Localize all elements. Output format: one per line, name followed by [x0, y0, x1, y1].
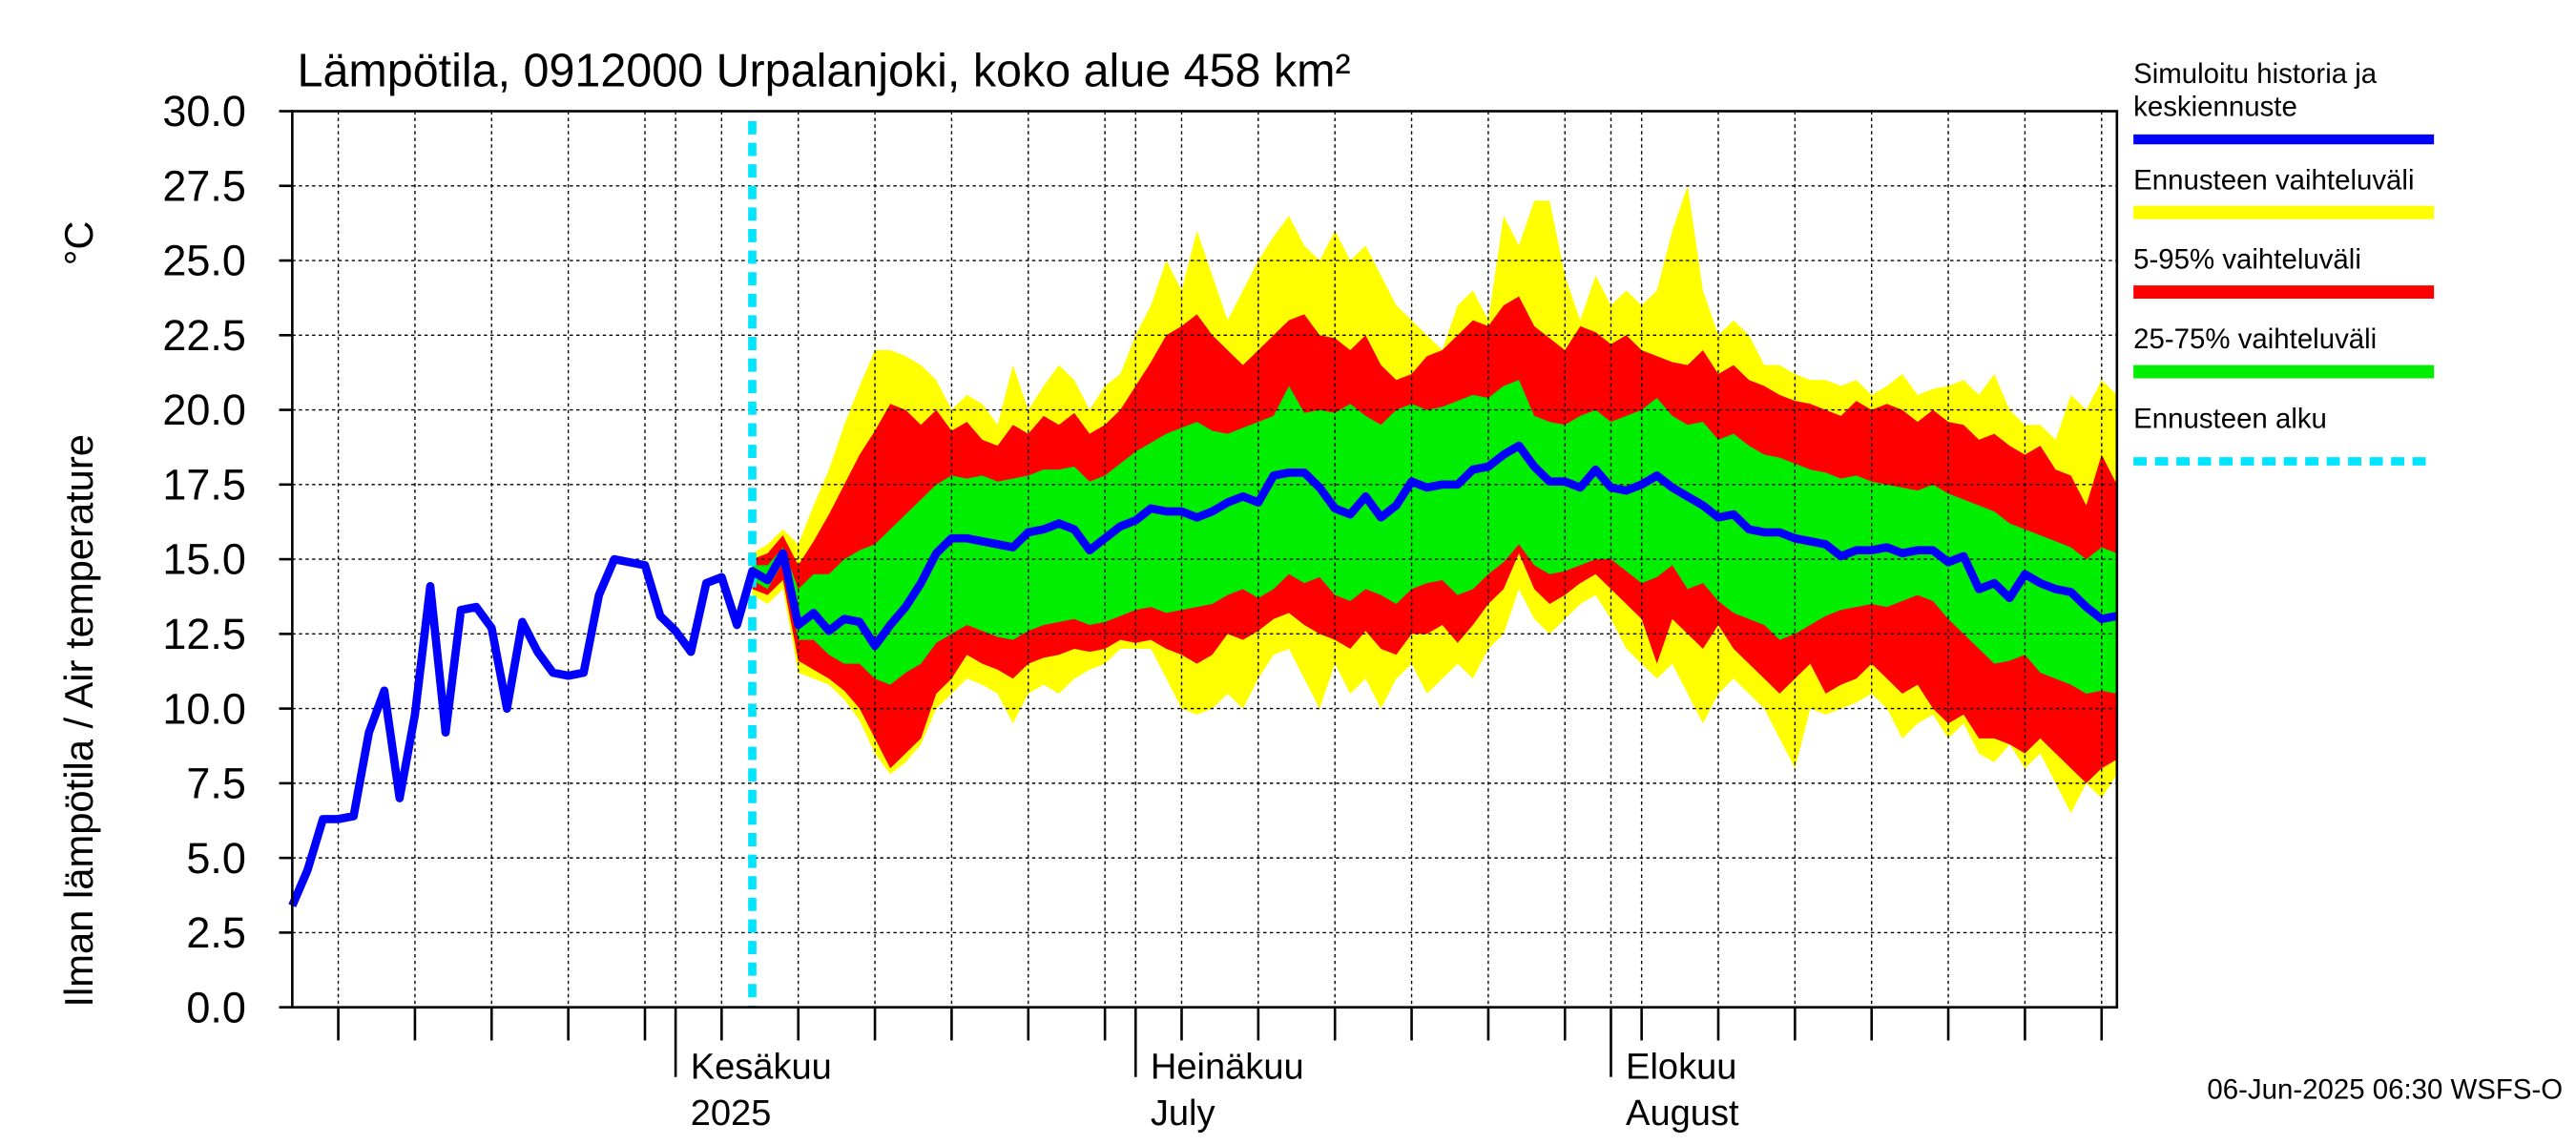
series-line — [288, 441, 2118, 907]
y-tick-label: 15.0 — [162, 535, 246, 584]
plot-frame — [291, 110, 2119, 1009]
y-tick-label: 0.0 — [186, 983, 246, 1031]
y-tick-label: 22.5 — [162, 311, 246, 360]
y-tick-label: 30.0 — [162, 87, 246, 135]
legend-label: Simuloitu historia ja — [2133, 58, 2378, 90]
band-area — [752, 380, 2117, 694]
y-axis-unit: °C — [56, 220, 101, 265]
x-tick-label: Heinäkuu — [1151, 1046, 1304, 1087]
legend-label: 25-75% vaihteluväli — [2133, 323, 2377, 355]
y-tick-label: 12.5 — [162, 610, 246, 658]
legend-label: Ennusteen vaihteluväli — [2133, 164, 2414, 196]
legend-label: 5-95% vaihteluväli — [2133, 244, 2361, 276]
x-tick-label: July — [1151, 1093, 1215, 1134]
y-tick-label: 25.0 — [162, 237, 246, 285]
chart-title: Lämpötila, 0912000 Urpalanjoki, koko alu… — [298, 45, 1351, 96]
x-tick-label: Kesäkuu — [691, 1046, 832, 1087]
y-axis-label: Ilman lämpötila / Air temperature — [56, 434, 101, 1008]
x-tick-label: Elokuu — [1626, 1046, 1736, 1087]
y-tick-label: 5.0 — [186, 834, 246, 883]
y-tick-label: 10.0 — [162, 684, 246, 733]
legend-label: keskiennuste — [2133, 92, 2297, 123]
y-tick-label: 7.5 — [186, 759, 246, 807]
y-tick-label: 27.5 — [162, 161, 246, 210]
legend-label: Ennusteen alku — [2133, 404, 2327, 435]
x-tick-label: 2025 — [691, 1093, 772, 1134]
y-tick-label: 17.5 — [162, 460, 246, 509]
y-tick-label: 20.0 — [162, 385, 246, 434]
y-tick-label: 2.5 — [186, 908, 246, 957]
x-tick-label: August — [1626, 1093, 1739, 1134]
footer: 06-Jun-2025 06:30 WSFS-O — [2207, 1073, 2563, 1105]
